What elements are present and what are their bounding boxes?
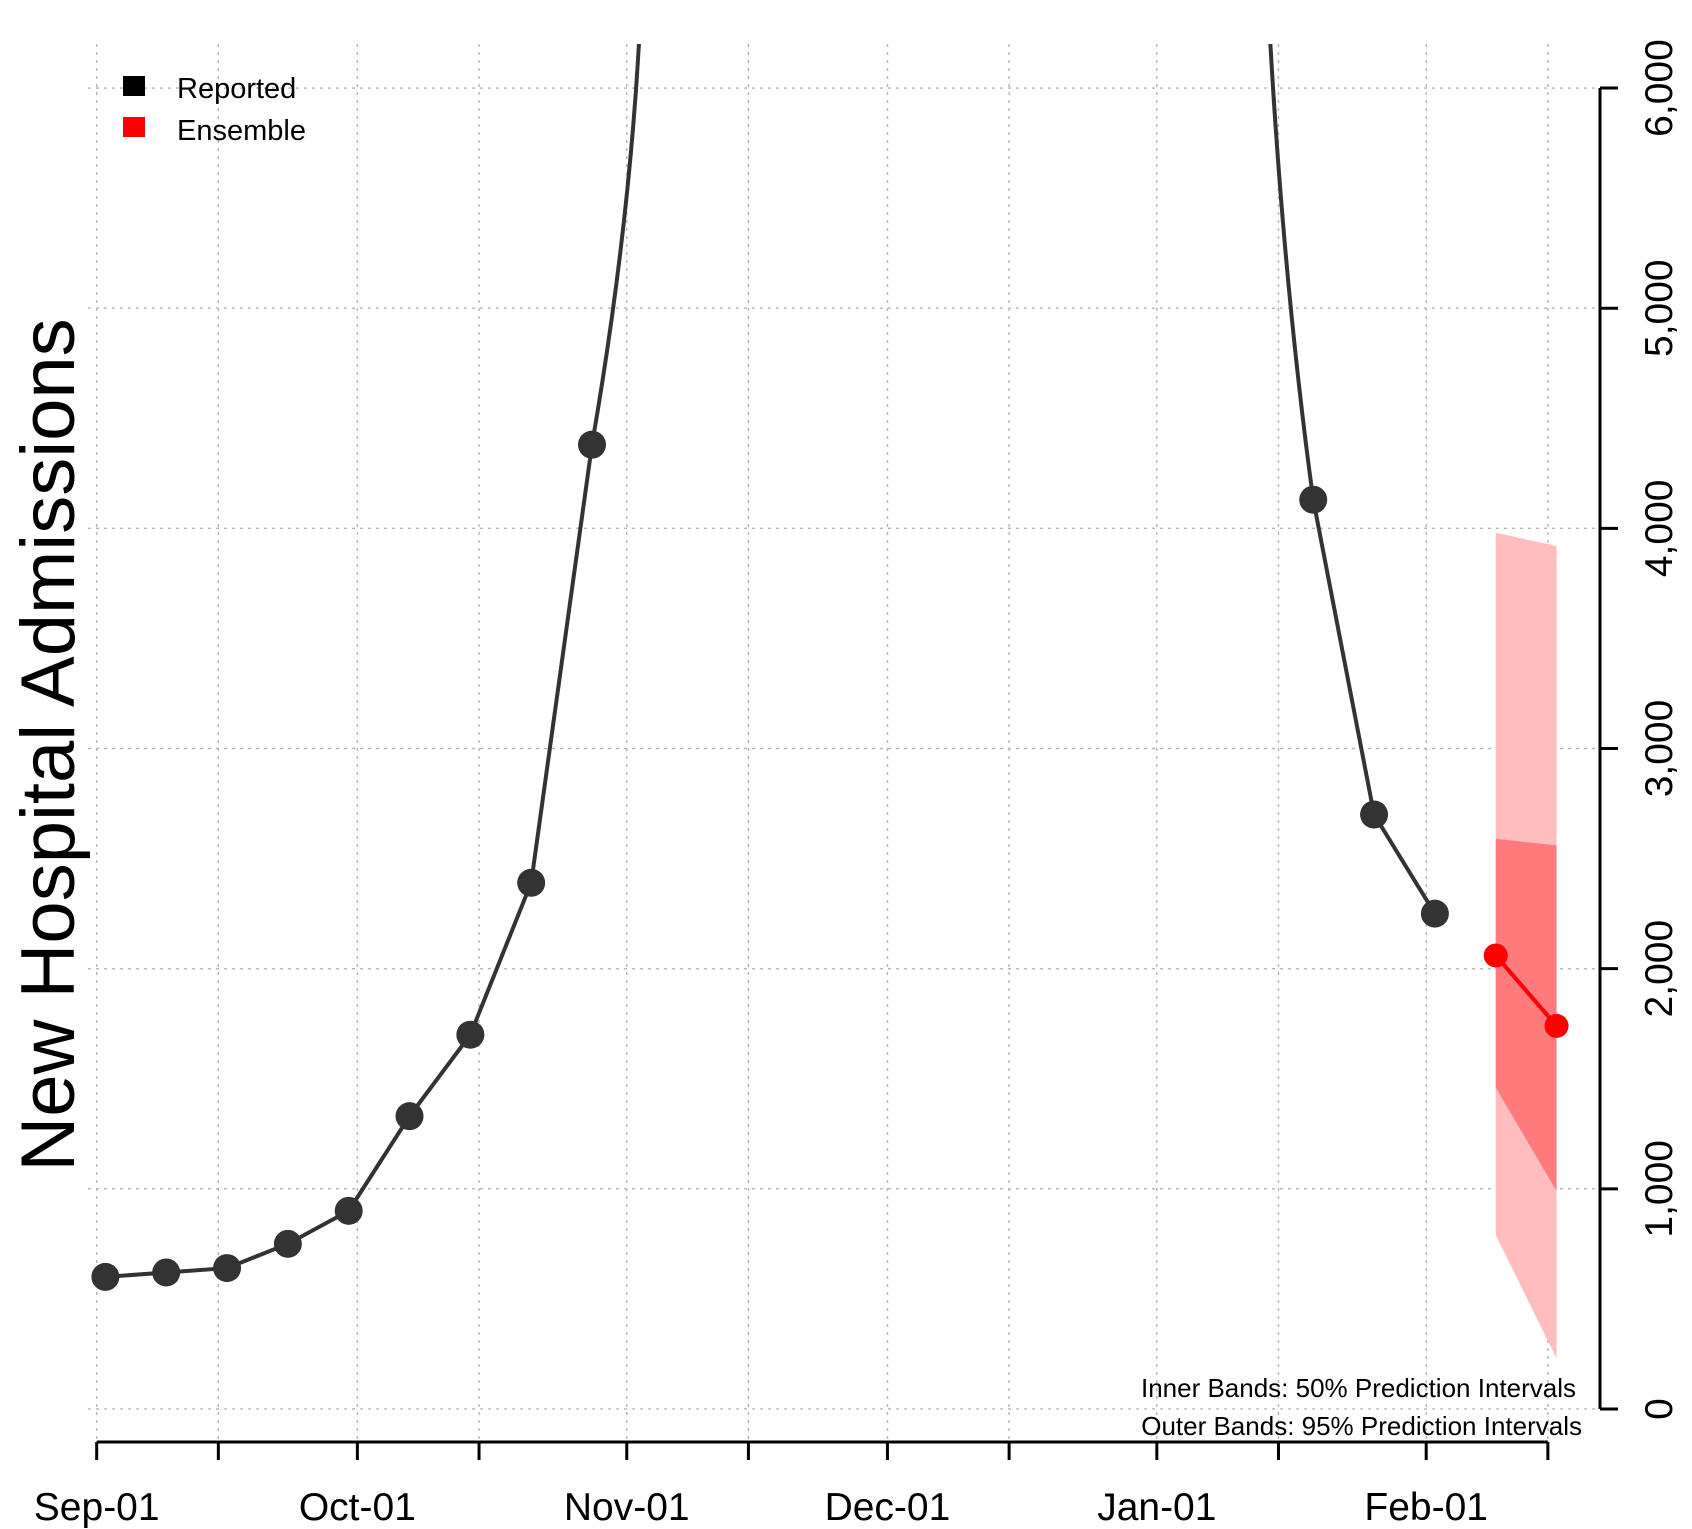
x-tick-label: Dec-01 bbox=[825, 1486, 951, 1529]
inner-band-50 bbox=[1495, 838, 1557, 1192]
reported-point bbox=[213, 1254, 242, 1283]
legend-swatch-ensemble bbox=[123, 117, 145, 137]
x-tick-label: Jan-01 bbox=[1097, 1486, 1216, 1529]
legend-label-reported: Reported bbox=[177, 73, 296, 105]
legend: Reported Ensemble bbox=[123, 73, 306, 147]
reported-point bbox=[1299, 485, 1328, 514]
y-axis-title: New Hospital Admissions bbox=[6, 318, 91, 1171]
reported-point bbox=[578, 430, 606, 459]
reported-line-rise bbox=[105, 44, 641, 1279]
x-tick-label: Feb-01 bbox=[1364, 1486, 1488, 1529]
reported-point bbox=[456, 1020, 485, 1049]
y-tick-label: 0 bbox=[1638, 1398, 1681, 1420]
axes: Sep-01 Oct-01 Nov-01 Dec-01 Jan-01 Feb-01 0 1,0… bbox=[34, 39, 1681, 1529]
reported-point bbox=[152, 1258, 181, 1287]
note-outer-bands: Outer Bands: 95% Prediction Intervals bbox=[1141, 1411, 1582, 1441]
grid bbox=[88, 44, 1600, 1442]
interval-note: Inner Bands: 50% Prediction Intervals Ou… bbox=[1141, 1373, 1582, 1441]
reported-point bbox=[517, 868, 546, 897]
y-tick-label: 5,000 bbox=[1638, 259, 1681, 357]
ensemble-line bbox=[1494, 954, 1559, 1028]
y-tick-label: 6,000 bbox=[1638, 39, 1681, 137]
reported-point bbox=[395, 1102, 424, 1131]
prediction-bands bbox=[1495, 532, 1557, 1359]
ensemble-point bbox=[1483, 943, 1508, 968]
legend-label-ensemble: Ensemble bbox=[177, 115, 306, 147]
y-tick-label: 1,000 bbox=[1638, 1140, 1681, 1238]
series-lines bbox=[105, 44, 1559, 1279]
reported-point bbox=[273, 1229, 302, 1258]
y-tick-label: 3,000 bbox=[1638, 700, 1681, 798]
x-tick-label: Nov-01 bbox=[564, 1486, 690, 1529]
legend-swatch-reported bbox=[123, 76, 145, 96]
y-tick-label: 4,000 bbox=[1638, 480, 1681, 578]
series-points bbox=[91, 430, 1569, 1291]
y-tick-label: 2,000 bbox=[1638, 920, 1681, 1018]
note-inner-bands: Inner Bands: 50% Prediction Intervals bbox=[1141, 1373, 1576, 1403]
x-tick-label: Oct-01 bbox=[299, 1486, 416, 1529]
reported-point bbox=[1420, 899, 1449, 928]
ensemble-point bbox=[1544, 1013, 1569, 1038]
reported-line-decline bbox=[1268, 44, 1437, 915]
reported-point bbox=[1360, 800, 1389, 829]
reported-point bbox=[334, 1196, 363, 1225]
reported-point bbox=[91, 1262, 120, 1291]
x-tick-label: Sep-01 bbox=[34, 1486, 160, 1529]
